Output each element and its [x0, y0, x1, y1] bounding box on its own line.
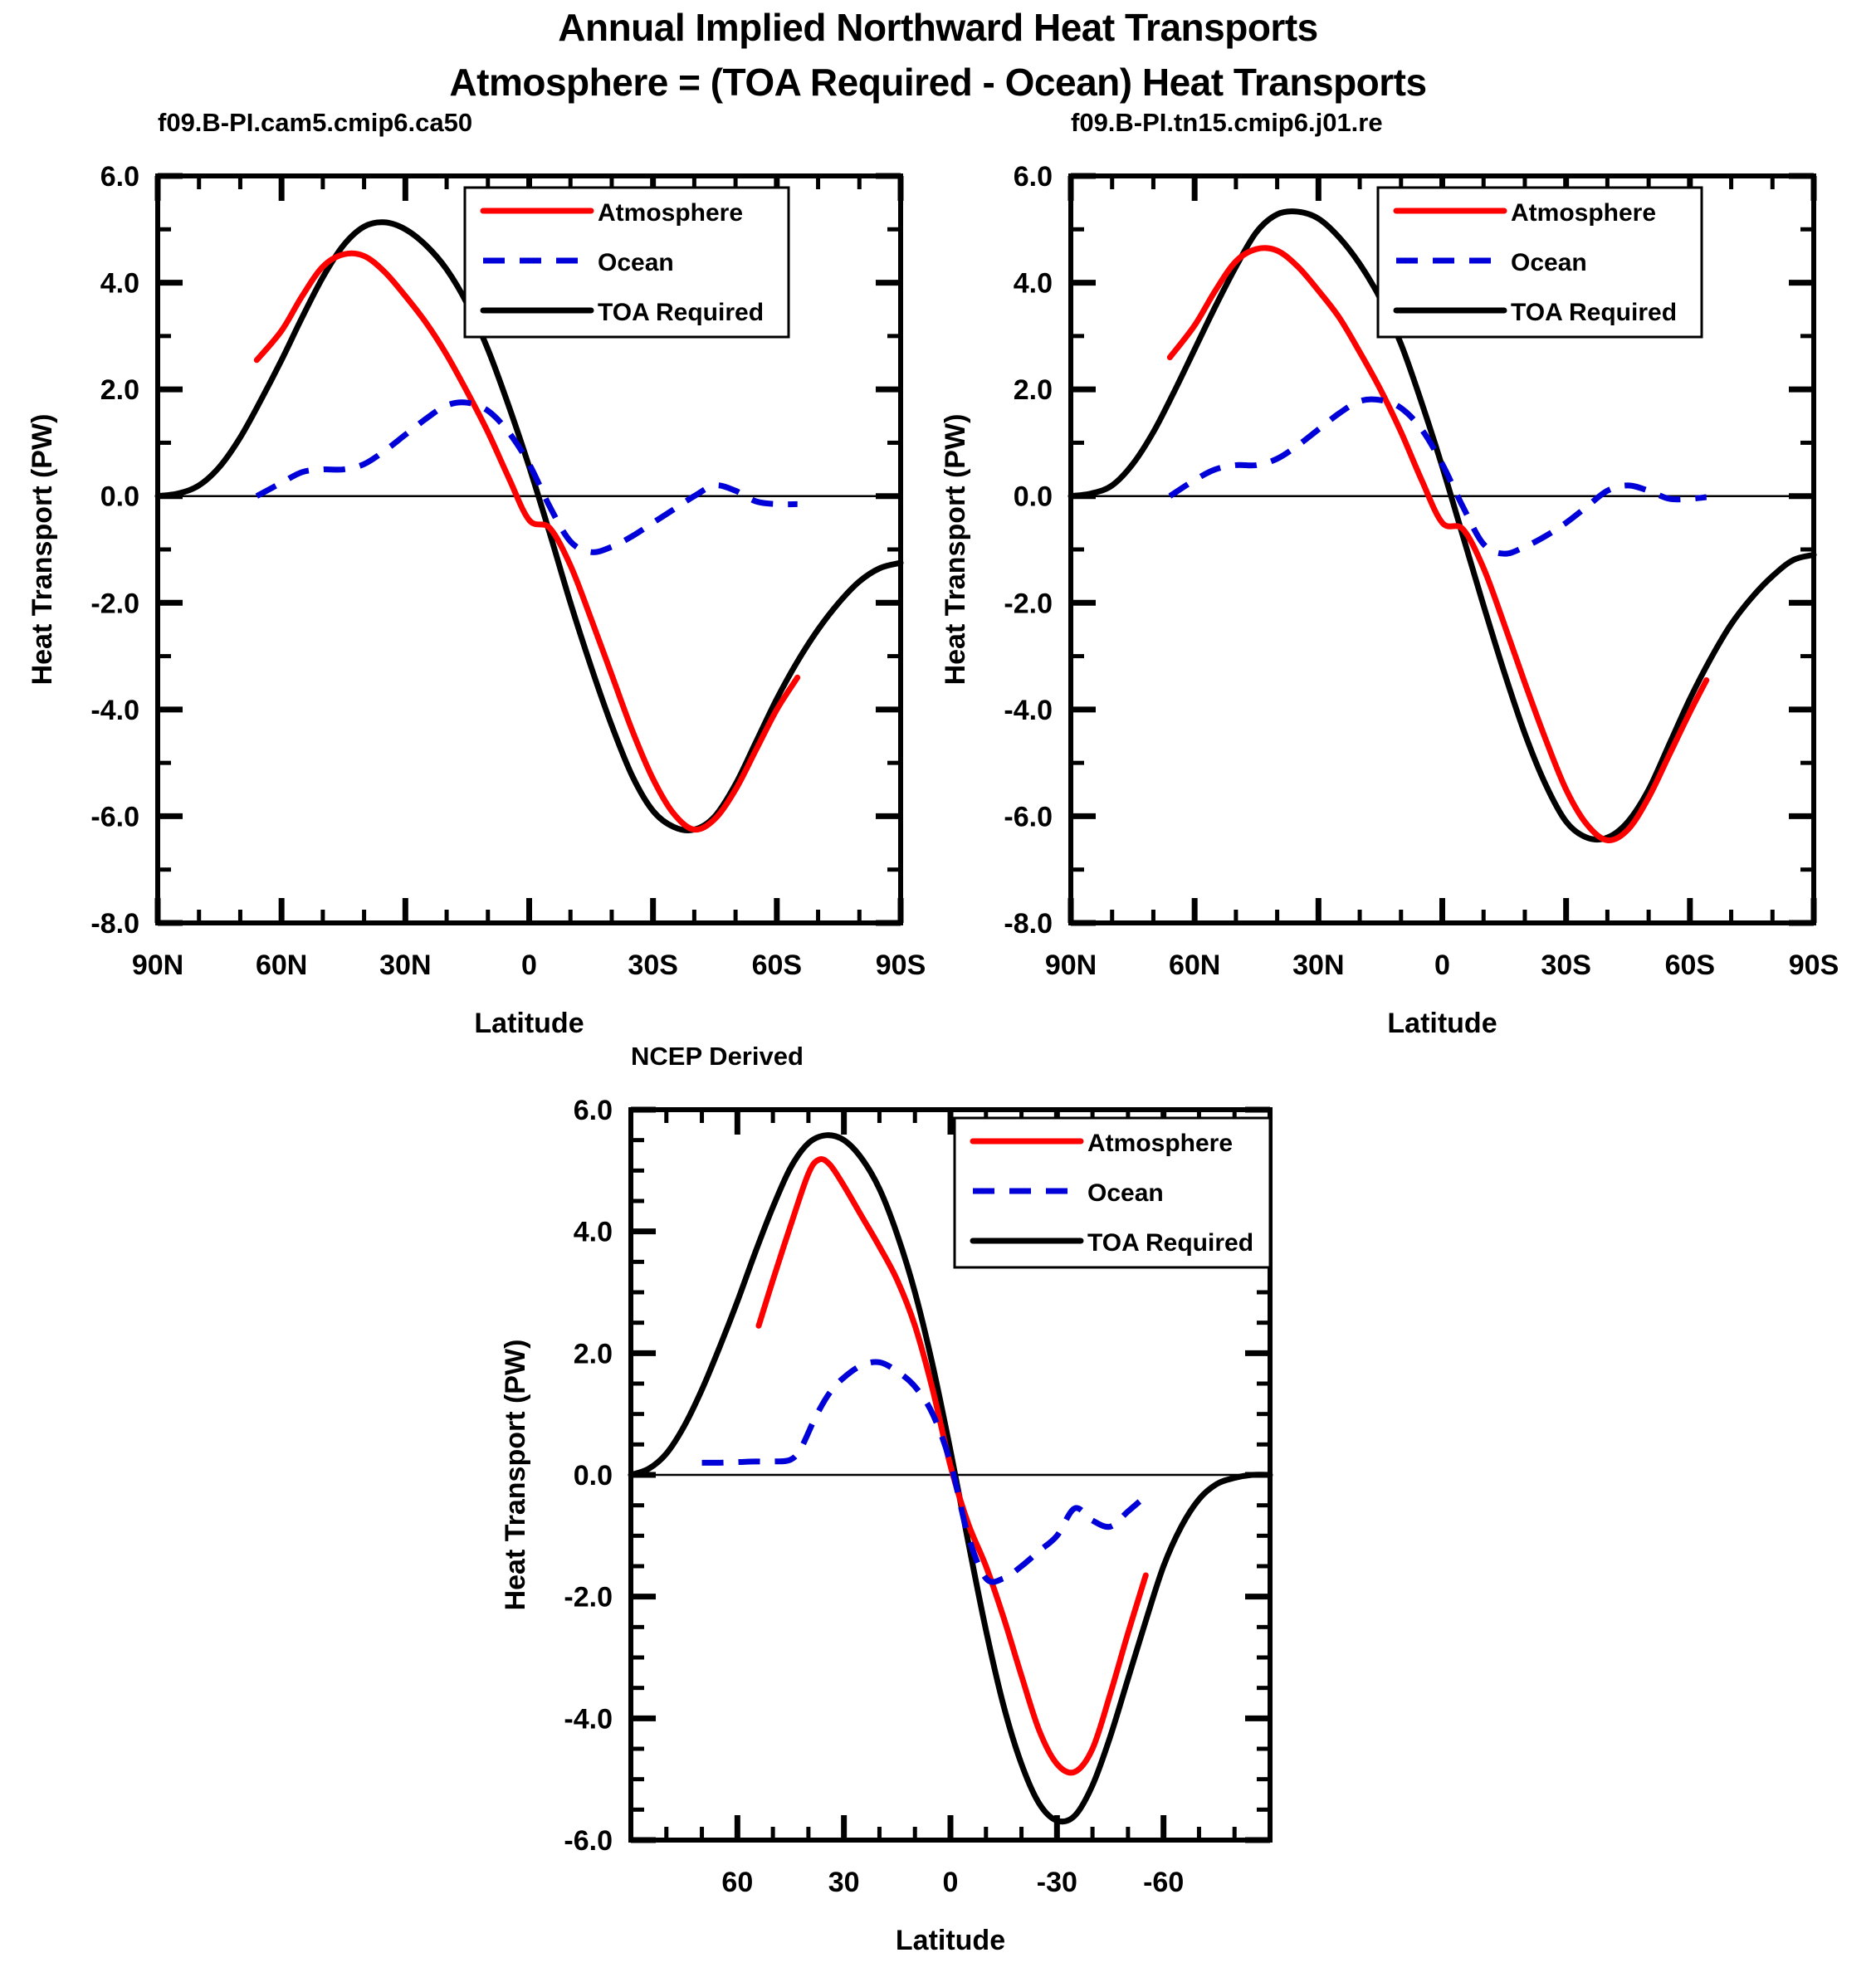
y-tick-label: -6.0 — [1004, 801, 1053, 832]
x-tick-label: 90S — [1789, 950, 1839, 981]
y-tick-label: 4.0 — [100, 268, 139, 300]
y-tick-label: -4.0 — [564, 1703, 613, 1735]
series-line-ocean — [1168, 396, 1707, 557]
y-tick-label: -2.0 — [564, 1582, 613, 1613]
x-tick-label: -30 — [1037, 1867, 1077, 1898]
legend-label-atmosphere: Atmosphere — [1511, 199, 1656, 227]
panel-b: f09.B-PI.tn15.cmip6.j01.re 90N 60N 30N 0 30S… — [913, 108, 1876, 1071]
legend-label-ocean: Ocean — [1511, 249, 1587, 276]
x-tick-label: 30 — [828, 1867, 860, 1898]
x-tick-label: 60N — [256, 950, 307, 981]
x-tick-label: 60N — [1169, 950, 1220, 981]
y-tick-label: 2.0 — [100, 374, 139, 406]
series-line-atmosphere — [1166, 245, 1710, 843]
series-line-ocean — [701, 1359, 1148, 1585]
y-tick-label: -8.0 — [1004, 908, 1053, 940]
x-axis-label: Latitude — [1387, 1008, 1497, 1039]
y-tick-label: 0.0 — [1014, 481, 1053, 513]
legend: Atmosphere Ocean TOA Required — [463, 186, 790, 339]
panel-a-title: f09.B-PI.cam5.cmip6.ca50 — [158, 108, 473, 137]
legend-label-ocean: Ocean — [598, 249, 674, 276]
x-tick-label: 0 — [943, 1867, 959, 1898]
x-axis-label: Latitude — [896, 1925, 1005, 1956]
panel-c: NCEP Derived 60 30 0 -30 -60 6.0 4.0 2.0 0.0 -2.0… — [473, 1042, 1436, 1980]
x-tick-label: 60 — [721, 1867, 753, 1898]
figure-suptitle-line2: Atmosphere = (TOA Required - Ocean) Heat… — [449, 61, 1427, 104]
y-tick-label: -2.0 — [1004, 588, 1053, 619]
legend: Atmosphere Ocean TOA Required — [953, 1116, 1272, 1269]
panel-b-plot: 90N 60N 30N 0 30S 60S 90S 6.0 4.0 2.0 0.0 -2.0 -4.0 -… — [940, 161, 1839, 1039]
x-tick-label: 0 — [521, 950, 537, 981]
series-line-toa-required — [1067, 208, 1817, 843]
x-tick-label: 90S — [876, 950, 926, 981]
y-tick-label: 6.0 — [100, 161, 139, 193]
panel-a: f09.B-PI.cam5.cmip6.ca50 90N 60N 30N 0 30S 60… — [0, 108, 963, 1071]
y-tick-label: 0.0 — [100, 481, 139, 513]
x-tick-label: 90N — [1045, 950, 1097, 981]
x-tick-label: 30S — [628, 950, 678, 981]
x-tick-label: 60S — [752, 950, 803, 981]
y-tick-label: -4.0 — [1004, 695, 1053, 726]
y-tick-label: 4.0 — [1014, 268, 1053, 300]
y-tick-label: 2.0 — [1014, 374, 1053, 406]
legend-label-toa: TOA Required — [598, 299, 764, 326]
y-tick-label: 2.0 — [574, 1338, 613, 1369]
y-tick-label: -2.0 — [90, 588, 139, 619]
y-axis-label: Heat Transport (PW) — [940, 414, 971, 686]
y-tick-label: -8.0 — [90, 908, 139, 940]
legend-label-toa: TOA Required — [1511, 299, 1677, 326]
y-tick-label: 0.0 — [574, 1460, 613, 1491]
legend-label-ocean: Ocean — [1087, 1179, 1164, 1207]
x-tick-label: 0 — [1434, 950, 1450, 981]
x-axis-label: Latitude — [474, 1008, 584, 1039]
y-tick-label: -6.0 — [564, 1825, 613, 1857]
y-tick-label: -6.0 — [90, 801, 139, 832]
y-axis-label: Heat Transport (PW) — [27, 414, 58, 686]
y-tick-label: 6.0 — [1014, 161, 1053, 193]
y-axis-label: Heat Transport (PW) — [500, 1340, 531, 1611]
series-line-ocean — [255, 399, 798, 555]
x-tick-label: 60S — [1665, 950, 1716, 981]
panel-b-title: f09.B-PI.tn15.cmip6.j01.re — [1071, 108, 1383, 137]
x-tick-label: -60 — [1143, 1867, 1184, 1898]
series-line-toa-required — [154, 219, 904, 833]
panel-c-title: NCEP Derived — [631, 1042, 804, 1071]
x-tick-label: 90N — [132, 950, 183, 981]
x-tick-label: 30N — [1292, 950, 1344, 981]
y-tick-label: -4.0 — [90, 695, 139, 726]
legend-label-atmosphere: Atmosphere — [1087, 1130, 1233, 1157]
figure-suptitle-line1: Annual Implied Northward Heat Transports — [558, 6, 1318, 49]
y-tick-label: 6.0 — [574, 1095, 613, 1126]
legend-label-atmosphere: Atmosphere — [598, 199, 743, 227]
legend-label-toa: TOA Required — [1087, 1229, 1253, 1257]
x-tick-label: 30N — [379, 950, 431, 981]
series-line-atmosphere — [253, 250, 801, 833]
legend: Atmosphere Ocean TOA Required — [1376, 186, 1703, 339]
x-tick-label: 30S — [1541, 950, 1591, 981]
panel-c-plot: 60 30 0 -30 -60 6.0 4.0 2.0 0.0 -2.0 -4.0 -6.0 Latit… — [500, 1095, 1273, 1956]
y-tick-label: 4.0 — [574, 1217, 613, 1248]
panel-a-plot: 90N 60N 30N 0 30S 60S 90S 6.0 4.0 2.0 0.0 -2.0 -4.0 -… — [27, 161, 926, 1039]
